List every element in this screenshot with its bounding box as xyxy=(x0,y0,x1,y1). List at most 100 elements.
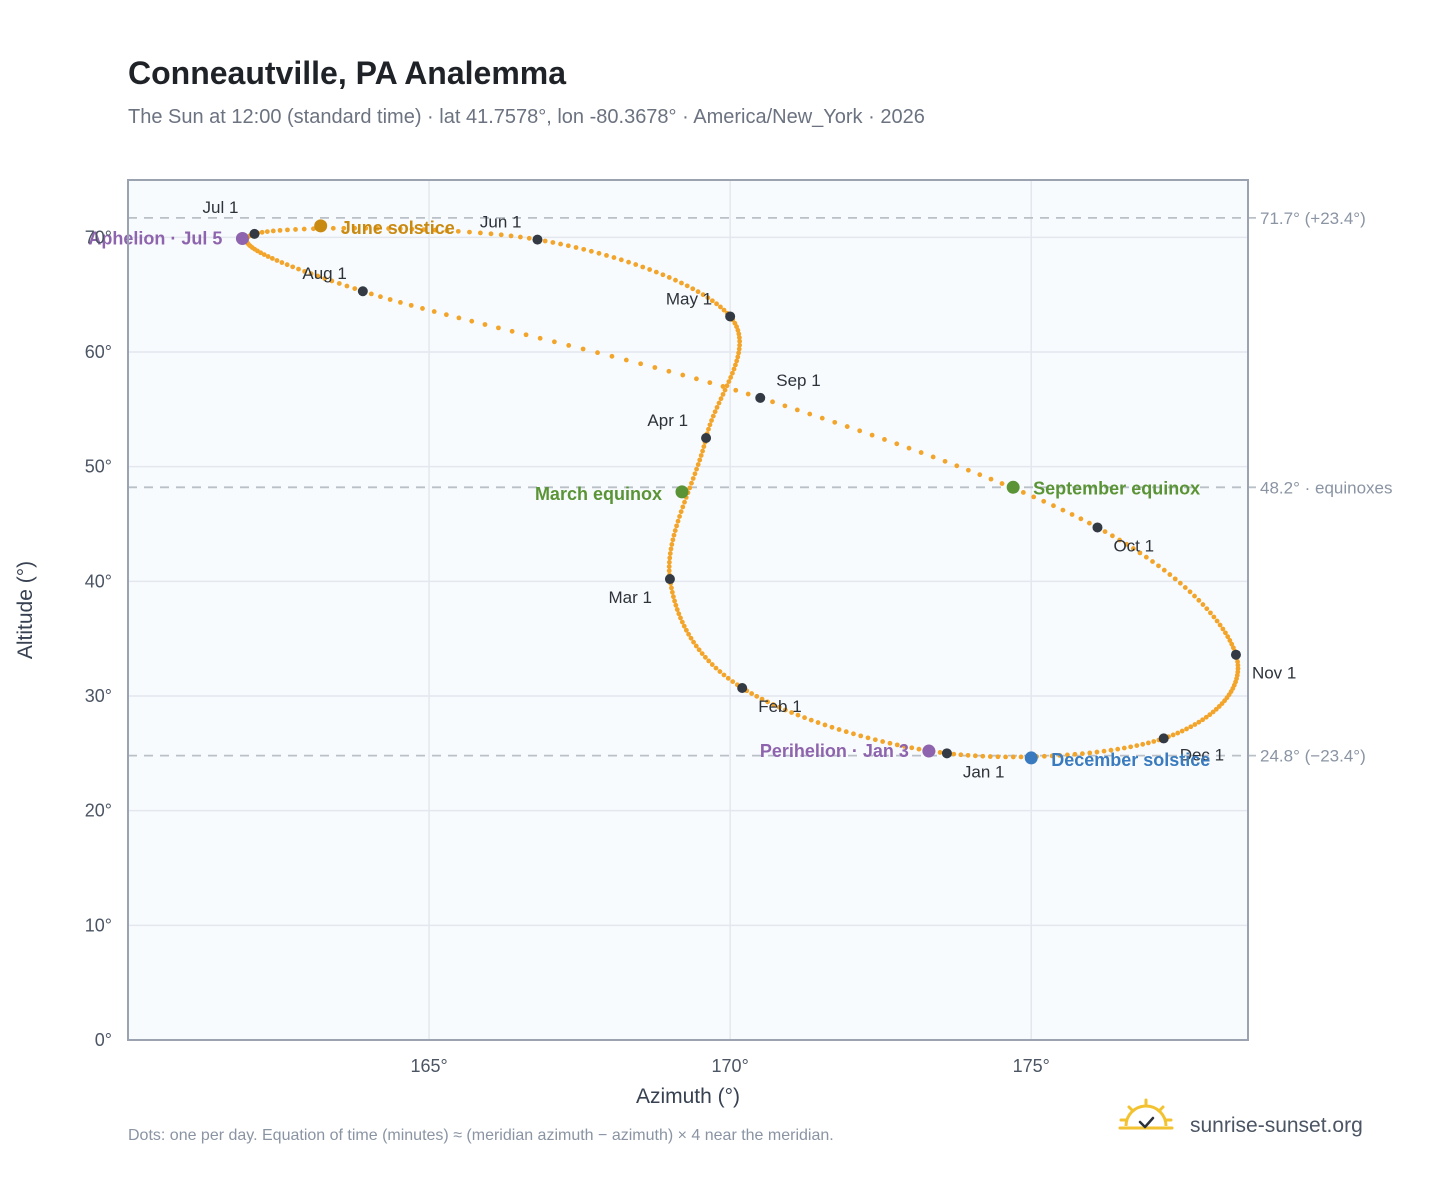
daily-sun-dot xyxy=(822,722,828,728)
daily-sun-dot xyxy=(595,350,600,356)
daily-sun-dot xyxy=(686,631,692,637)
daily-sun-dot xyxy=(1192,593,1197,599)
month-marker xyxy=(755,392,766,403)
daily-sun-dot xyxy=(733,387,739,393)
daily-sun-dot xyxy=(1102,529,1108,535)
daily-sun-dot xyxy=(724,383,730,389)
daily-sun-dot xyxy=(851,731,856,737)
daily-sun-dot xyxy=(1151,739,1157,744)
daily-sun-dot xyxy=(807,411,813,417)
daily-sun-dot xyxy=(398,300,403,305)
daily-sun-dot xyxy=(443,312,449,318)
daily-sun-dot xyxy=(716,400,722,406)
daily-sun-dot xyxy=(666,568,672,574)
daily-sun-dot xyxy=(352,286,358,292)
daily-sun-dot xyxy=(261,252,267,257)
daily-sun-dot xyxy=(808,717,814,723)
daily-sun-dot xyxy=(718,396,724,402)
daily-sun-dot xyxy=(880,739,886,744)
daily-sun-dot xyxy=(341,225,347,231)
y-tick-label: 60° xyxy=(85,342,112,362)
month-label: Feb 1 xyxy=(758,697,801,716)
daily-sun-dot xyxy=(1203,714,1209,720)
footnote: Dots: one per day. Equation of time (min… xyxy=(128,1127,834,1144)
daily-sun-dot xyxy=(1064,752,1070,758)
month-label: Mar 1 xyxy=(608,588,651,607)
daily-sun-dot xyxy=(551,339,557,345)
daily-sun-dot xyxy=(776,704,782,710)
daily-sun-dot xyxy=(954,463,960,469)
event-label: Aphelion · Jul 5 xyxy=(88,228,222,248)
daily-sun-dot xyxy=(1235,662,1241,668)
daily-sun-dot xyxy=(693,643,699,649)
daily-sun-dot xyxy=(1140,741,1146,747)
daily-sun-dot xyxy=(397,226,403,232)
daily-sun-dot xyxy=(683,627,689,633)
daily-sun-dot xyxy=(653,269,659,275)
daily-sun-dot xyxy=(669,585,674,591)
daily-sun-dot xyxy=(259,229,265,235)
daily-sun-dot xyxy=(682,499,687,505)
daily-sun-dot xyxy=(1124,541,1129,547)
daily-sun-dot xyxy=(795,712,801,718)
daily-sun-dot xyxy=(1101,748,1107,754)
chart-subtitle: The Sun at 12:00 (standard time) · lat 4… xyxy=(128,106,925,128)
daily-sun-dot xyxy=(509,328,515,334)
daily-sun-dot xyxy=(721,672,727,678)
month-marker xyxy=(1092,522,1103,533)
daily-sun-dot xyxy=(666,275,672,280)
daily-sun-dot xyxy=(666,368,672,374)
daily-sun-dot xyxy=(1087,750,1093,756)
daily-sun-dot xyxy=(1069,512,1075,517)
month-label: Jun 1 xyxy=(480,213,522,232)
daily-sun-dot xyxy=(573,245,579,250)
daily-sun-dot xyxy=(1167,572,1173,577)
daily-sun-dot xyxy=(1072,751,1078,757)
daily-sun-dot xyxy=(1188,724,1194,730)
daily-sun-dot xyxy=(1115,746,1121,752)
daily-sun-dot xyxy=(666,559,672,565)
event-marker xyxy=(675,485,689,499)
daily-sun-dot xyxy=(1227,638,1233,643)
daily-sun-dot xyxy=(717,669,723,674)
daily-sun-dot xyxy=(469,318,475,324)
daily-sun-dot xyxy=(1094,749,1100,755)
daily-sun-dot xyxy=(1145,740,1151,746)
daily-sun-dot xyxy=(618,257,624,263)
y-tick-label: 20° xyxy=(85,801,112,821)
month-marker xyxy=(725,311,736,322)
daily-sun-dot xyxy=(1207,712,1213,718)
daily-sun-dot xyxy=(731,366,737,372)
y-tick-label: 50° xyxy=(85,457,112,477)
daily-sun-dot xyxy=(972,753,978,759)
daily-sun-dot xyxy=(735,354,741,360)
daily-sun-dot xyxy=(1010,754,1016,760)
daily-sun-dot xyxy=(296,266,301,272)
y-tick-label: 70° xyxy=(85,227,112,247)
month-label: May 1 xyxy=(666,289,712,308)
x-axis-ticks: 165° 170° 175° xyxy=(410,1056,1049,1076)
daily-sun-dot xyxy=(1225,634,1231,640)
daily-sun-dot xyxy=(965,752,971,758)
daily-sun-dot xyxy=(1196,597,1202,603)
daily-sun-dot xyxy=(660,272,666,278)
daily-sun-dot xyxy=(387,297,393,302)
event-marker xyxy=(1006,480,1020,494)
daily-sun-dot xyxy=(550,240,556,245)
daily-sun-dot xyxy=(1051,503,1056,509)
daily-sun-dot xyxy=(730,679,736,685)
daily-sun-dot xyxy=(709,418,714,423)
daily-sun-dot xyxy=(694,466,699,472)
daily-sun-dot xyxy=(523,332,529,338)
daily-sun-dot xyxy=(737,338,743,344)
month-marker xyxy=(664,574,675,585)
daily-sun-dot xyxy=(942,458,948,464)
reference-line-label: 71.7° (+23.4°) xyxy=(1260,209,1366,228)
daily-sun-dot xyxy=(702,654,708,660)
daily-sun-dot xyxy=(669,589,675,595)
daily-sun-dot xyxy=(596,250,602,256)
daily-sun-dot xyxy=(671,532,677,538)
x-tick-label: 170° xyxy=(712,1056,749,1076)
daily-sun-dot xyxy=(726,379,732,384)
daily-sun-dot xyxy=(688,635,694,641)
